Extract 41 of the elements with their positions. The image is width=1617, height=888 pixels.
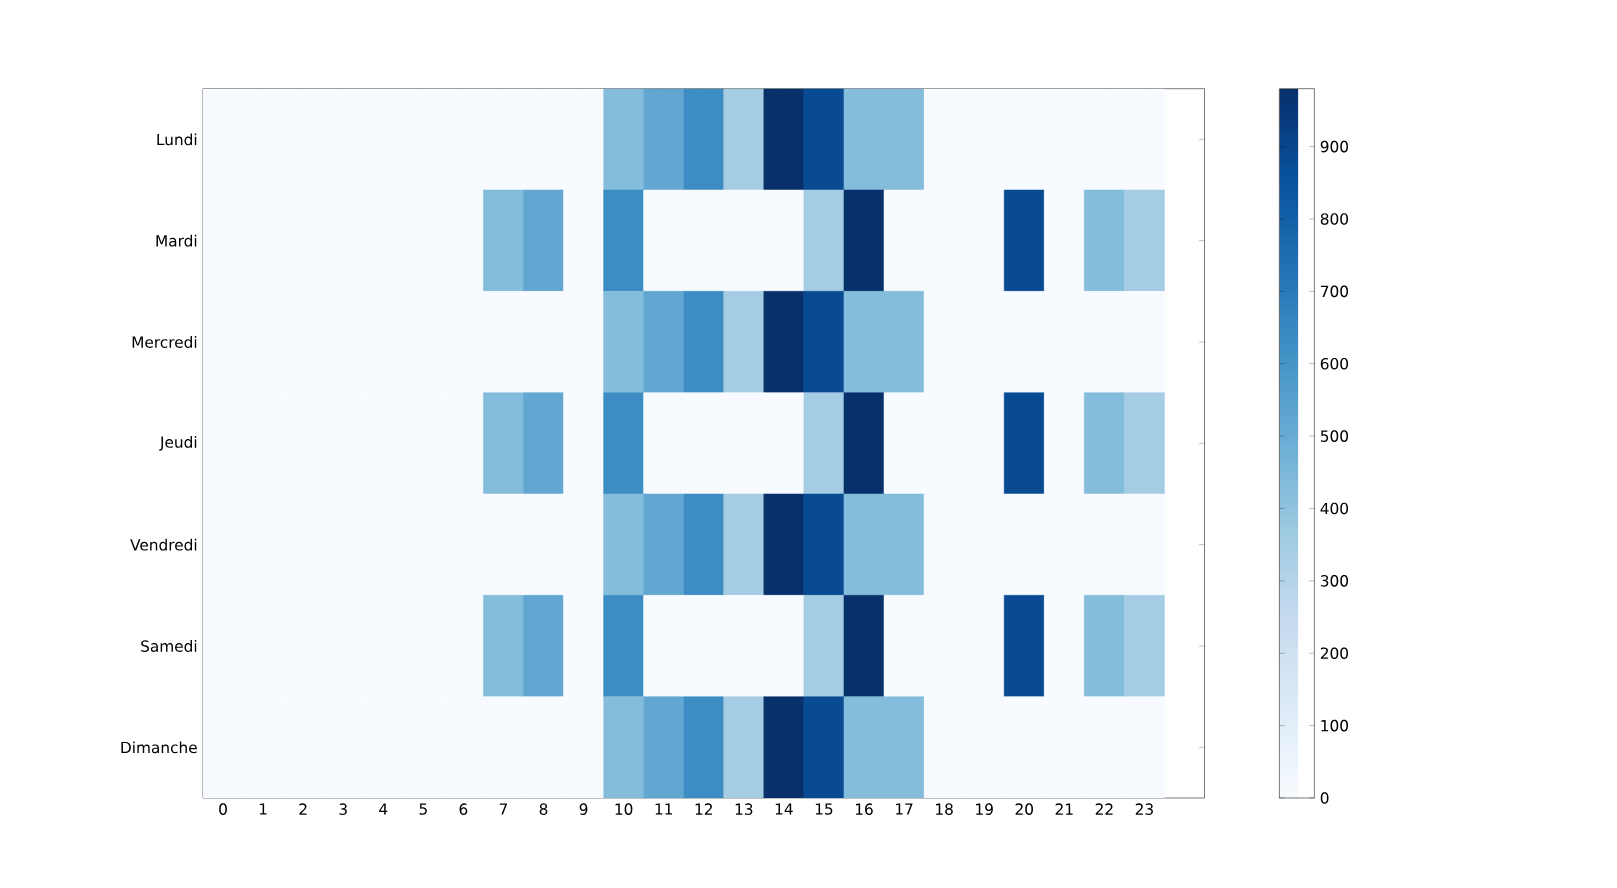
- color-bar-label: 200: [1320, 647, 1349, 660]
- x-tick-label: 3: [339, 803, 347, 815]
- x-tick-label: 14: [775, 803, 793, 815]
- x-tick-label: 9: [579, 803, 588, 815]
- x-tick-label: 23: [1135, 803, 1153, 815]
- color-bar-label: 500: [1320, 430, 1349, 442]
- y-tick-label: Dimanche: [121, 741, 197, 754]
- x-tick-label: 1: [259, 803, 267, 815]
- color-bar-label: 100: [1321, 719, 1349, 732]
- y-tick-label: Mardi: [156, 234, 197, 247]
- x-tick-label: 2: [299, 803, 307, 815]
- color-bar-label: 0: [1320, 792, 1329, 804]
- color-bar-label: 400: [1320, 502, 1349, 515]
- color-bar-label: 800: [1320, 213, 1349, 225]
- color-bar-label: 600: [1320, 357, 1349, 370]
- x-tick-label: 12: [695, 803, 712, 815]
- x-tick-label: 18: [936, 803, 953, 815]
- x-tick-label: 5: [419, 803, 427, 815]
- y-tick-label: Vendredi: [130, 538, 197, 551]
- x-tick-label: 21: [1055, 803, 1073, 815]
- x-tick-label: 0: [219, 803, 227, 815]
- color-bar-label: 700: [1321, 285, 1349, 298]
- y-tick-label: Jeudi: [159, 435, 197, 451]
- color-bar-label: 300: [1320, 575, 1349, 587]
- x-tick-label: 22: [1095, 803, 1113, 815]
- x-tick-label: 15: [815, 803, 833, 815]
- x-tick-label: 17: [895, 803, 913, 815]
- y-tick-label: Samedi: [141, 640, 197, 652]
- y-tick-label: Mercredi: [132, 336, 197, 348]
- x-tick-label: 16: [855, 803, 873, 815]
- x-tick-label: 13: [735, 803, 753, 815]
- x-tick-label: 8: [539, 803, 548, 815]
- x-tick-label: 4: [379, 803, 388, 815]
- x-tick-label: 19: [976, 803, 993, 815]
- x-tick-label: 6: [459, 803, 468, 815]
- y-tick-label: Lundi: [157, 133, 197, 146]
- color-bar-label: 900: [1320, 140, 1349, 153]
- x-tick-label: 20: [1015, 803, 1033, 815]
- x-tick-label: 11: [655, 803, 673, 815]
- x-tick-label: 7: [499, 803, 508, 815]
- x-tick-label: 10: [615, 803, 633, 815]
